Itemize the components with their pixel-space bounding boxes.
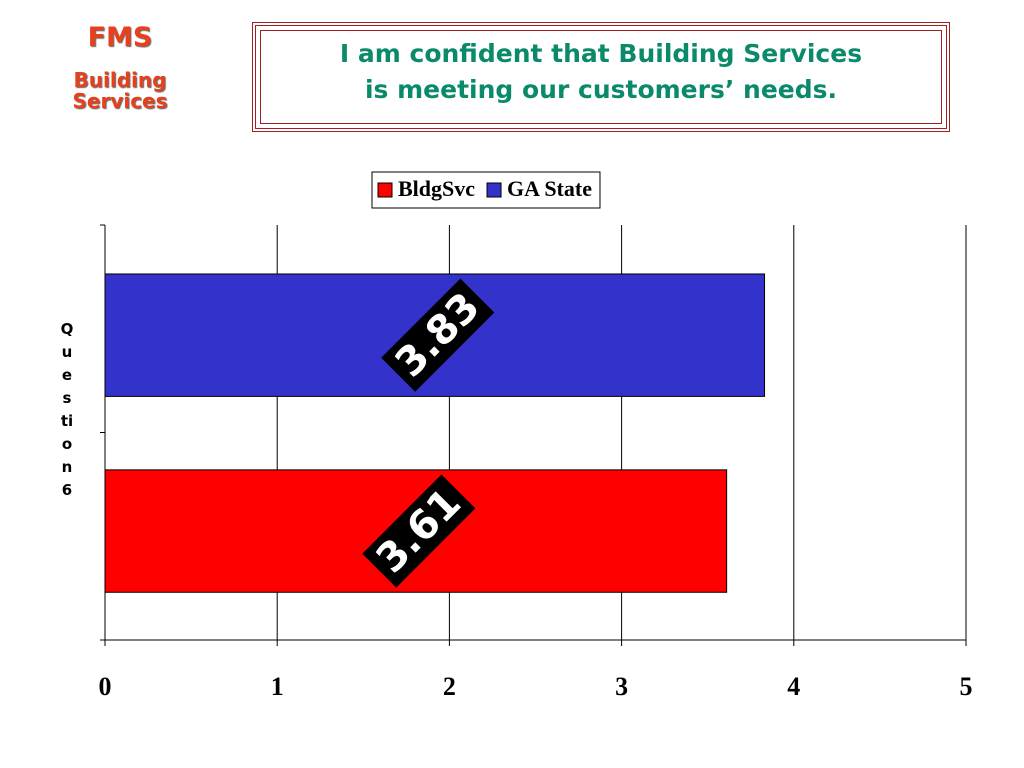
title-line: is meeting our customers’ needs. xyxy=(364,75,838,104)
legend-swatch xyxy=(486,182,502,198)
legend: BldgSvc GA State xyxy=(371,171,601,209)
title-box: I am confident that Building Services is… xyxy=(252,22,950,132)
category-label: Question 6 xyxy=(60,320,74,499)
title-line: I am confident that Building Services xyxy=(339,39,863,68)
legend-label: GA State xyxy=(507,176,592,201)
unit-name: Building Services xyxy=(72,68,168,113)
legend-swatch xyxy=(377,182,393,198)
x-tick-label: 2 xyxy=(443,672,456,701)
brand: FMS xyxy=(87,22,153,53)
x-tick-label: 4 xyxy=(787,672,800,701)
x-tick-label: 0 xyxy=(99,672,112,701)
x-tick-label: 1 xyxy=(271,672,284,701)
x-tick-label: 3 xyxy=(615,672,628,701)
data-label-bg xyxy=(381,278,495,392)
legend-box xyxy=(371,171,601,209)
data-label-bg xyxy=(362,474,476,588)
x-tick-label: 5 xyxy=(960,672,973,701)
legend-label: BldgSvc xyxy=(398,176,475,201)
